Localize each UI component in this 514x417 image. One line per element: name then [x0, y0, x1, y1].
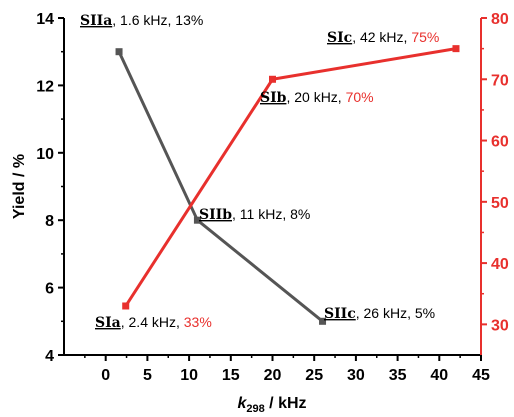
x-tick-label: 45 [472, 367, 490, 384]
y-left-tick-label: 8 [45, 213, 54, 230]
series-layer [115, 45, 460, 325]
compound-name: SIIa [80, 13, 112, 29]
data-point-left [319, 317, 327, 325]
axes: 0 5 10 15 20 25 30 35 40 45 4 6 8 10 12 14 30 40 50 60 70 80 [36, 11, 509, 384]
data-point-right [269, 75, 276, 83]
x-tick-label: 35 [389, 367, 407, 384]
data-label-left: SIIb, 11 kHz, 8% [199, 206, 310, 223]
x-tick-label: 5 [143, 367, 152, 384]
x-axis-title-subscript: 298 [246, 403, 264, 415]
y-left-tick-label: 4 [45, 348, 54, 365]
y-left-tick-label: 12 [36, 78, 54, 95]
x-tick-label: 0 [101, 367, 110, 384]
label-values: , 42 kHz, [352, 29, 411, 45]
x-tick-label: 25 [305, 367, 323, 384]
compound-name: SIIc [324, 306, 356, 322]
axis-titles: k298 / kHz Yield / % [11, 154, 307, 415]
data-point-left [115, 48, 123, 56]
label-yield: 70% [346, 89, 374, 105]
compound-name: SIb [260, 90, 287, 106]
x-axis-title-var: k [237, 395, 247, 412]
data-label-left: SIIc, 26 kHz, 5% [324, 305, 435, 322]
y-left-tick-label: 6 [45, 281, 54, 298]
label-yield: 75% [411, 29, 439, 45]
y-axis-left-title: Yield / % [11, 154, 28, 219]
y-right-tick-label: 60 [491, 134, 509, 151]
x-tick-label: 15 [222, 367, 240, 384]
x-axis-title-unit: / kHz [265, 395, 307, 412]
data-label-right: SIa, 2.4 kHz, 33% [95, 314, 212, 331]
y-left-tick-label: 14 [36, 11, 54, 28]
y-right-tick-label: 70 [491, 72, 509, 89]
data-point-left [193, 216, 201, 224]
data-point-right [122, 302, 130, 310]
x-tick-label: 40 [430, 367, 448, 384]
data-point-right [452, 45, 460, 53]
x-tick-label: 10 [180, 367, 198, 384]
compound-name: SIa [95, 315, 121, 331]
y-right-tick-label: 40 [491, 256, 509, 273]
label-yield: 33% [184, 314, 212, 330]
data-label-right: SIc, 42 kHz, 75% [327, 29, 439, 46]
label-values: , 1.6 kHz, 13% [112, 12, 203, 28]
y-right-tick-label: 50 [491, 195, 509, 212]
annotations-layer: SIIa, 1.6 kHz, 13%SIIb, 11 kHz, 8%SIIc, … [80, 12, 439, 331]
y-right-tick-label: 30 [491, 317, 509, 334]
label-values: , 26 kHz, 5% [356, 305, 435, 321]
y-left-tick-label: 10 [36, 146, 54, 163]
data-label-right: SIb, 20 kHz, 70% [260, 89, 374, 106]
label-values: , 2.4 kHz, [121, 314, 184, 330]
label-values: , 20 kHz, [286, 89, 345, 105]
compound-name: SIc [327, 30, 352, 46]
y-right-tick-label: 80 [491, 11, 509, 28]
x-axis-title: k298 / kHz [237, 395, 306, 415]
series-line-right [124, 47, 457, 307]
x-tick-label: 20 [264, 367, 282, 384]
label-values: , 11 kHz, 8% [232, 206, 310, 222]
x-tick-label: 30 [347, 367, 365, 384]
data-label-left: SIIa, 1.6 kHz, 13% [80, 12, 203, 29]
compound-name: SIIb [199, 207, 232, 223]
